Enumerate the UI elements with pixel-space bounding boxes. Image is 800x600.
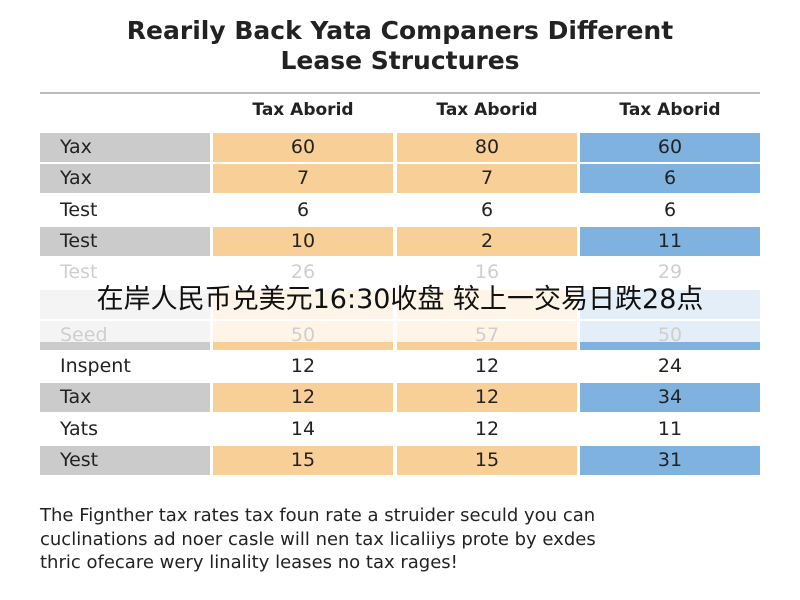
table-cell: 12 — [290, 355, 316, 378]
table-cell: 10 — [213, 226, 393, 256]
table-cell: 2 — [397, 226, 577, 256]
column-header: Tax Aborid — [252, 100, 354, 120]
table-cell: 14 — [290, 417, 316, 440]
table-cell: 34 — [580, 383, 760, 413]
table-cell: 11 — [657, 417, 683, 440]
table-cell: 12 — [213, 383, 393, 413]
table-cell: 12 — [474, 417, 500, 440]
table-cell: 12 — [397, 383, 577, 413]
row-label: Yax — [40, 133, 210, 162]
column-header: Tax Aborid — [619, 100, 721, 120]
table-cell: 6 — [480, 198, 494, 221]
table-cell: 60 — [213, 133, 393, 162]
table-cell: 24 — [657, 355, 683, 378]
title-line: Rearily Back Yata Companers Different — [126, 16, 674, 45]
table-top-rule — [40, 92, 760, 94]
table-cell: 80 — [397, 133, 577, 162]
footer-line: thric ofecare wery linality leases no ta… — [40, 552, 458, 573]
row-label: Test — [60, 198, 98, 221]
table-cell: 11 — [580, 226, 760, 256]
column-header: Tax Aborid — [436, 100, 538, 120]
row-label: Yax — [40, 164, 210, 194]
row-label: Yest — [40, 446, 210, 475]
table-cell: 31 — [580, 446, 760, 475]
table-cell: 6 — [296, 198, 310, 221]
table-cell: 60 — [580, 133, 760, 162]
row-label: Inspent — [60, 355, 131, 378]
footer-line: The Fignther tax rates tax foun rate a s… — [40, 505, 596, 526]
table-cell: 6 — [580, 164, 760, 194]
title-line: Lease Structures — [280, 46, 520, 75]
table-cell: 15 — [397, 446, 577, 475]
table-cell: 7 — [397, 164, 577, 194]
table-cell: 7 — [213, 164, 393, 194]
overlay-banner: 在岸人民币兑美元16:30收盘 较上一交易日跌28点 — [0, 258, 800, 342]
row-label: Yats — [60, 417, 98, 440]
row-label: Test — [40, 226, 210, 256]
table-cell: 12 — [474, 355, 500, 378]
row-label: Tax — [40, 383, 210, 413]
table-cell: 6 — [663, 198, 677, 221]
footer-line: cuclinations ad noer casle will nen tax … — [40, 529, 596, 550]
table-cell: 15 — [213, 446, 393, 475]
